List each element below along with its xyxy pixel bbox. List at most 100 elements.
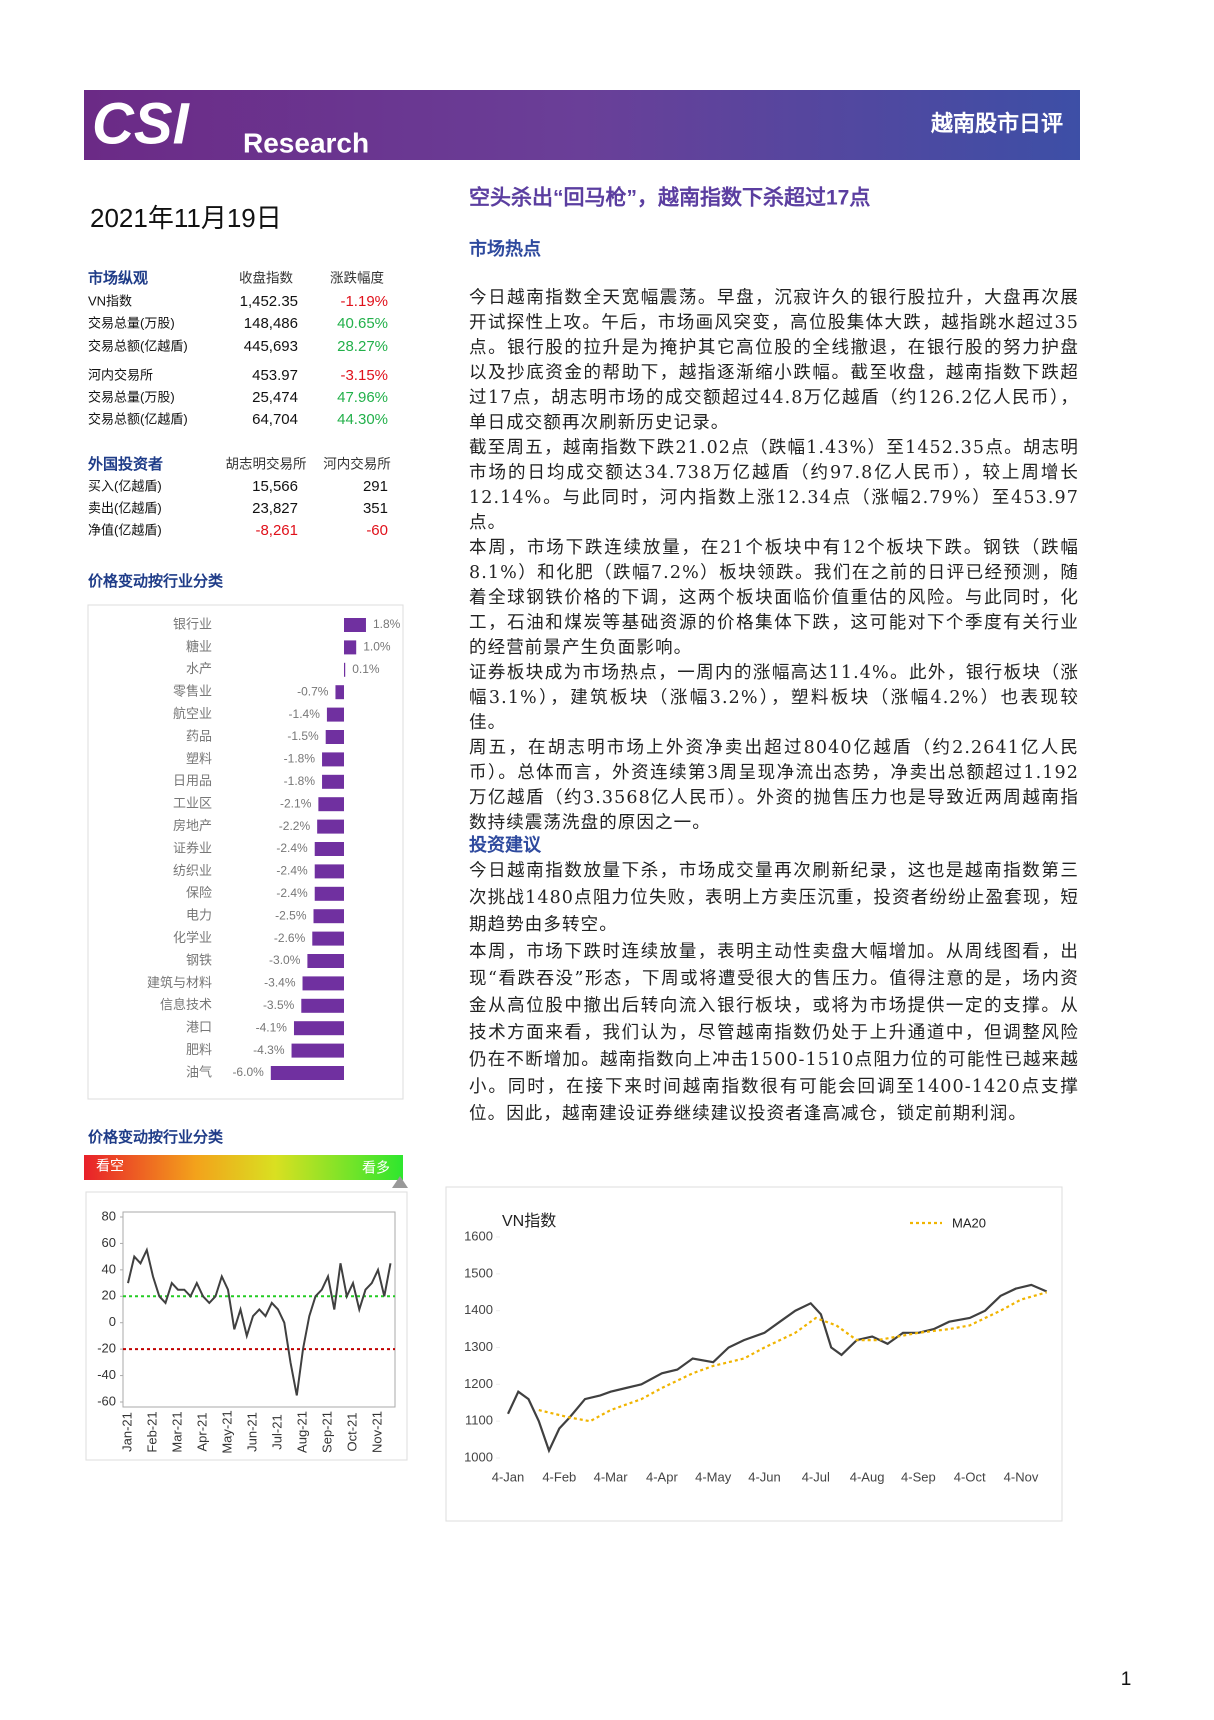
- bar: [322, 774, 344, 789]
- row-label: 买入(亿越盾): [88, 478, 162, 493]
- bar: [313, 909, 344, 924]
- category-label: 建筑与材料: [147, 975, 212, 990]
- cell: 40.65%: [337, 315, 388, 332]
- value-label: -2.4%: [276, 886, 308, 900]
- industry-frame: [87, 604, 404, 1100]
- row-label: 净值(亿越盾): [88, 522, 162, 537]
- bar: [318, 797, 344, 812]
- y-tick-label: -20: [97, 1341, 116, 1356]
- category-label: 药品: [186, 728, 212, 743]
- logo: CSI: [92, 91, 191, 156]
- section-heading: 市场热点: [469, 238, 541, 259]
- column-header: 胡志明交易所: [226, 456, 307, 472]
- value-label: -3.0%: [269, 953, 301, 967]
- category-label: 油气: [186, 1064, 212, 1079]
- bar: [325, 730, 344, 744]
- category-label: 纺织业: [173, 863, 212, 878]
- value-label: -2.4%: [276, 841, 308, 855]
- y-tick-label: 1400: [464, 1302, 493, 1317]
- page-number: 1: [1121, 1669, 1132, 1690]
- x-tick-label: Mar-21: [169, 1411, 184, 1452]
- cell: 148,486: [244, 315, 298, 332]
- x-tick-label: 4-Jun: [748, 1469, 781, 1484]
- bar: [344, 662, 346, 677]
- cell: 47.96%: [337, 389, 388, 406]
- section-heading: 投资建议: [469, 834, 542, 855]
- category-label: 银行业: [173, 616, 212, 631]
- cell: 28.27%: [337, 338, 388, 355]
- x-tick-label: Nov-21: [369, 1411, 384, 1453]
- row-label: 河内交易所: [88, 367, 153, 382]
- paragraph: 周五，在胡志明市场上外资净卖出超过8040亿越盾（约2.2641亿人民币）。总体…: [469, 738, 1079, 833]
- y-tick-label: 1200: [464, 1376, 493, 1391]
- x-tick-label: Aug-21: [294, 1411, 309, 1453]
- scale-label: 看多: [362, 1160, 390, 1176]
- y-tick-label: 80: [102, 1208, 116, 1223]
- bar: [322, 752, 344, 767]
- category-label: 保险: [186, 885, 212, 900]
- cell: 1,452.35: [240, 293, 298, 310]
- value-label: -1.4%: [289, 707, 321, 721]
- bar: [307, 954, 344, 968]
- category-label: 化学业: [173, 930, 212, 945]
- report-name: 越南股市日评: [930, 111, 1063, 136]
- bar: [326, 707, 344, 722]
- value-label: -6.0%: [232, 1065, 264, 1079]
- x-tick-label: May-21: [219, 1410, 234, 1453]
- chart-title: 价格变动按行业分类: [88, 1128, 224, 1146]
- paragraph: 截至周五，越南指数下跌21.02点（跌幅1.43%）至1452.35点。胡志明市…: [469, 438, 1079, 533]
- category-label: 肥料: [186, 1042, 212, 1057]
- cell: 15,566: [252, 478, 298, 495]
- category-label: 证券业: [173, 840, 212, 855]
- cell: 291: [363, 478, 388, 495]
- bar: [301, 998, 344, 1013]
- paragraph: 本周，市场下跌连续放量，在21个板块中有12个板块下跌。钢铁（跌幅8.1%）和化…: [469, 538, 1079, 658]
- category-label: 零售业: [173, 684, 212, 699]
- column-header: 收盘指数: [239, 270, 293, 286]
- category-label: 钢铁: [186, 952, 212, 967]
- y-tick-label: 1600: [464, 1228, 493, 1243]
- sentiment-scale: [84, 1155, 403, 1180]
- paragraph: 证券板块成为市场热点，一周内的涨幅高达11.4%。此外，银行板块（涨幅3.1%）…: [469, 663, 1079, 733]
- bar: [317, 819, 344, 834]
- value-label: -0.7%: [297, 684, 329, 698]
- chart-title: VN指数: [502, 1212, 556, 1230]
- cell: 64,704: [252, 411, 298, 428]
- date: 2021年11月19日: [90, 203, 282, 233]
- bar: [344, 618, 366, 632]
- category-label: 糖业: [186, 639, 212, 654]
- value-label: -2.1%: [280, 796, 312, 810]
- row-label: 交易总量(万股): [88, 389, 175, 404]
- cell: -1.19%: [340, 293, 388, 310]
- vn-frame: [445, 1186, 1063, 1522]
- x-tick-label: Apr-21: [194, 1412, 209, 1451]
- value-label: -3.5%: [263, 998, 295, 1012]
- series-line: [127, 1246, 392, 1396]
- x-tick-label: Jun-21: [244, 1412, 259, 1452]
- bar: [312, 931, 344, 946]
- scale-pointer: [392, 1176, 408, 1188]
- category-label: 日用品: [173, 773, 212, 788]
- table-heading: 市场纵观: [88, 269, 148, 287]
- x-tick-label: 4-Sep: [901, 1469, 936, 1484]
- column-header: 涨跌幅度: [330, 271, 384, 286]
- category-label: 水产: [186, 661, 212, 676]
- value-label: -2.2%: [279, 819, 311, 833]
- series-line: [538, 1291, 1048, 1423]
- value-label: -2.5%: [275, 908, 307, 922]
- category-label: 工业区: [173, 796, 212, 811]
- category-label: 房地产: [173, 818, 212, 833]
- x-tick-label: 4-Feb: [542, 1469, 576, 1484]
- x-tick-label: 4-Jul: [802, 1469, 830, 1484]
- y-tick-label: 1300: [464, 1339, 493, 1354]
- value-label: -1.8%: [284, 752, 316, 766]
- x-tick-label: 4-Apr: [646, 1469, 678, 1484]
- row-label: VN指数: [88, 293, 132, 308]
- bar: [344, 640, 357, 655]
- category-label: 航空业: [173, 706, 212, 721]
- x-tick-label: Oct-21: [344, 1412, 359, 1451]
- value-label: 0.1%: [352, 662, 380, 676]
- row-label: 交易总额(亿越盾): [88, 411, 188, 426]
